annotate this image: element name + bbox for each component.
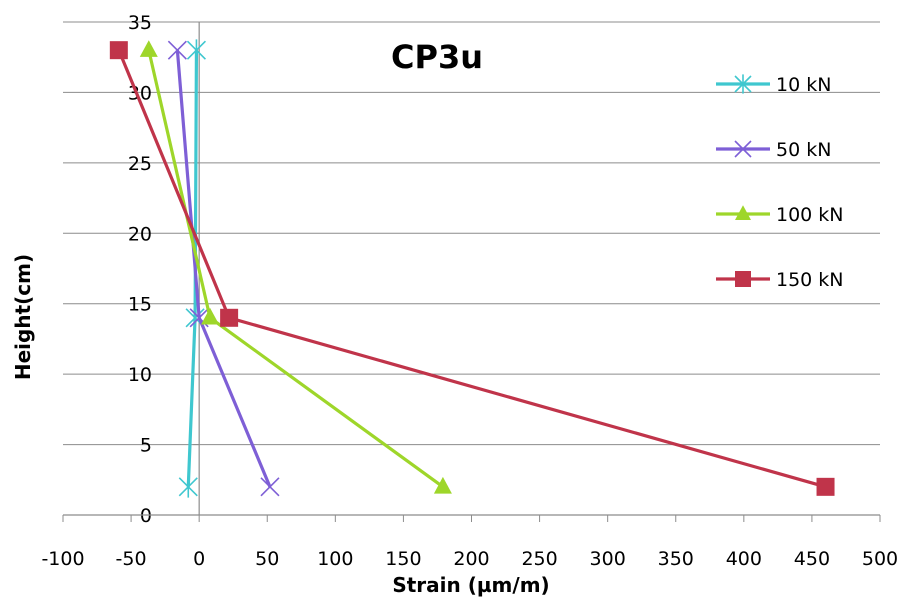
series-line-100-kn <box>147 49 444 489</box>
y-tick-label: 35 <box>128 12 152 34</box>
y-tick-label: 20 <box>128 223 152 245</box>
data-point-100-kn <box>201 307 220 325</box>
data-point-150-kn <box>220 308 239 327</box>
legend-item-50-kn: 50 kN <box>716 139 831 161</box>
data-point-100-kn <box>139 40 158 57</box>
x-axis-label: Strain (µm/m) <box>392 573 549 597</box>
y-tick-label: 0 <box>140 505 152 527</box>
legend-label: 100 kN <box>776 204 844 226</box>
data-point-100-kn <box>433 476 452 494</box>
series-150-kn <box>109 41 835 496</box>
legend-item-10-kn: 10 kN <box>716 74 831 96</box>
legend-swatch-marker <box>735 271 751 287</box>
legend-item-100-kn: 100 kN <box>716 204 844 226</box>
x-tick-label: 250 <box>521 548 557 570</box>
chart-title: CP3u <box>391 38 483 76</box>
series-group <box>109 39 835 498</box>
legend-swatch-marker <box>734 140 752 158</box>
x-tick-label: 150 <box>385 548 421 570</box>
x-tick-label: 500 <box>862 548 898 570</box>
data-point-150-kn <box>816 477 835 496</box>
data-point-50-kn-stroke <box>260 477 280 497</box>
series-50-kn <box>167 40 280 497</box>
x-tick-label: -100 <box>41 548 84 570</box>
x-tick-label: 50 <box>255 548 279 570</box>
y-axis-label: Height(cm) <box>11 254 35 380</box>
legend-swatch-marker-stroke <box>734 140 752 158</box>
data-point-150-kn <box>109 41 128 60</box>
x-tick-label: 400 <box>726 548 762 570</box>
data-point-50-kn-stroke <box>189 308 209 328</box>
series-100-kn <box>139 40 452 494</box>
data-point-50-kn <box>167 40 187 60</box>
x-tick-label: 100 <box>317 548 353 570</box>
x-tick-label: 450 <box>794 548 830 570</box>
x-tick-label: 350 <box>658 548 694 570</box>
legend-item-150-kn: 150 kN <box>716 269 844 291</box>
y-tick-label: 25 <box>128 153 152 175</box>
legend-label: 50 kN <box>776 139 831 161</box>
y-tick-label: 5 <box>140 435 152 457</box>
y-tick-label: 10 <box>128 364 152 386</box>
legend-swatch-marker <box>735 205 751 220</box>
y-tick-label: 15 <box>128 294 152 316</box>
data-point-10-kn <box>186 39 207 61</box>
x-tick-label: 0 <box>193 548 205 570</box>
legend: 10 kN 50 kN 100 kN 150 kN <box>716 74 844 291</box>
series-line-150-kn <box>117 49 826 489</box>
x-tick-label: 200 <box>453 548 489 570</box>
legend-label: 10 kN <box>776 74 831 96</box>
data-point-50-kn <box>260 477 280 497</box>
data-point-10-kn <box>178 476 198 498</box>
legend-swatch-marker <box>734 74 752 94</box>
x-tick-label: -50 <box>116 548 147 570</box>
data-point-50-kn-stroke <box>167 40 187 60</box>
legend-label: 150 kN <box>776 269 844 291</box>
x-tick-label: 300 <box>590 548 626 570</box>
